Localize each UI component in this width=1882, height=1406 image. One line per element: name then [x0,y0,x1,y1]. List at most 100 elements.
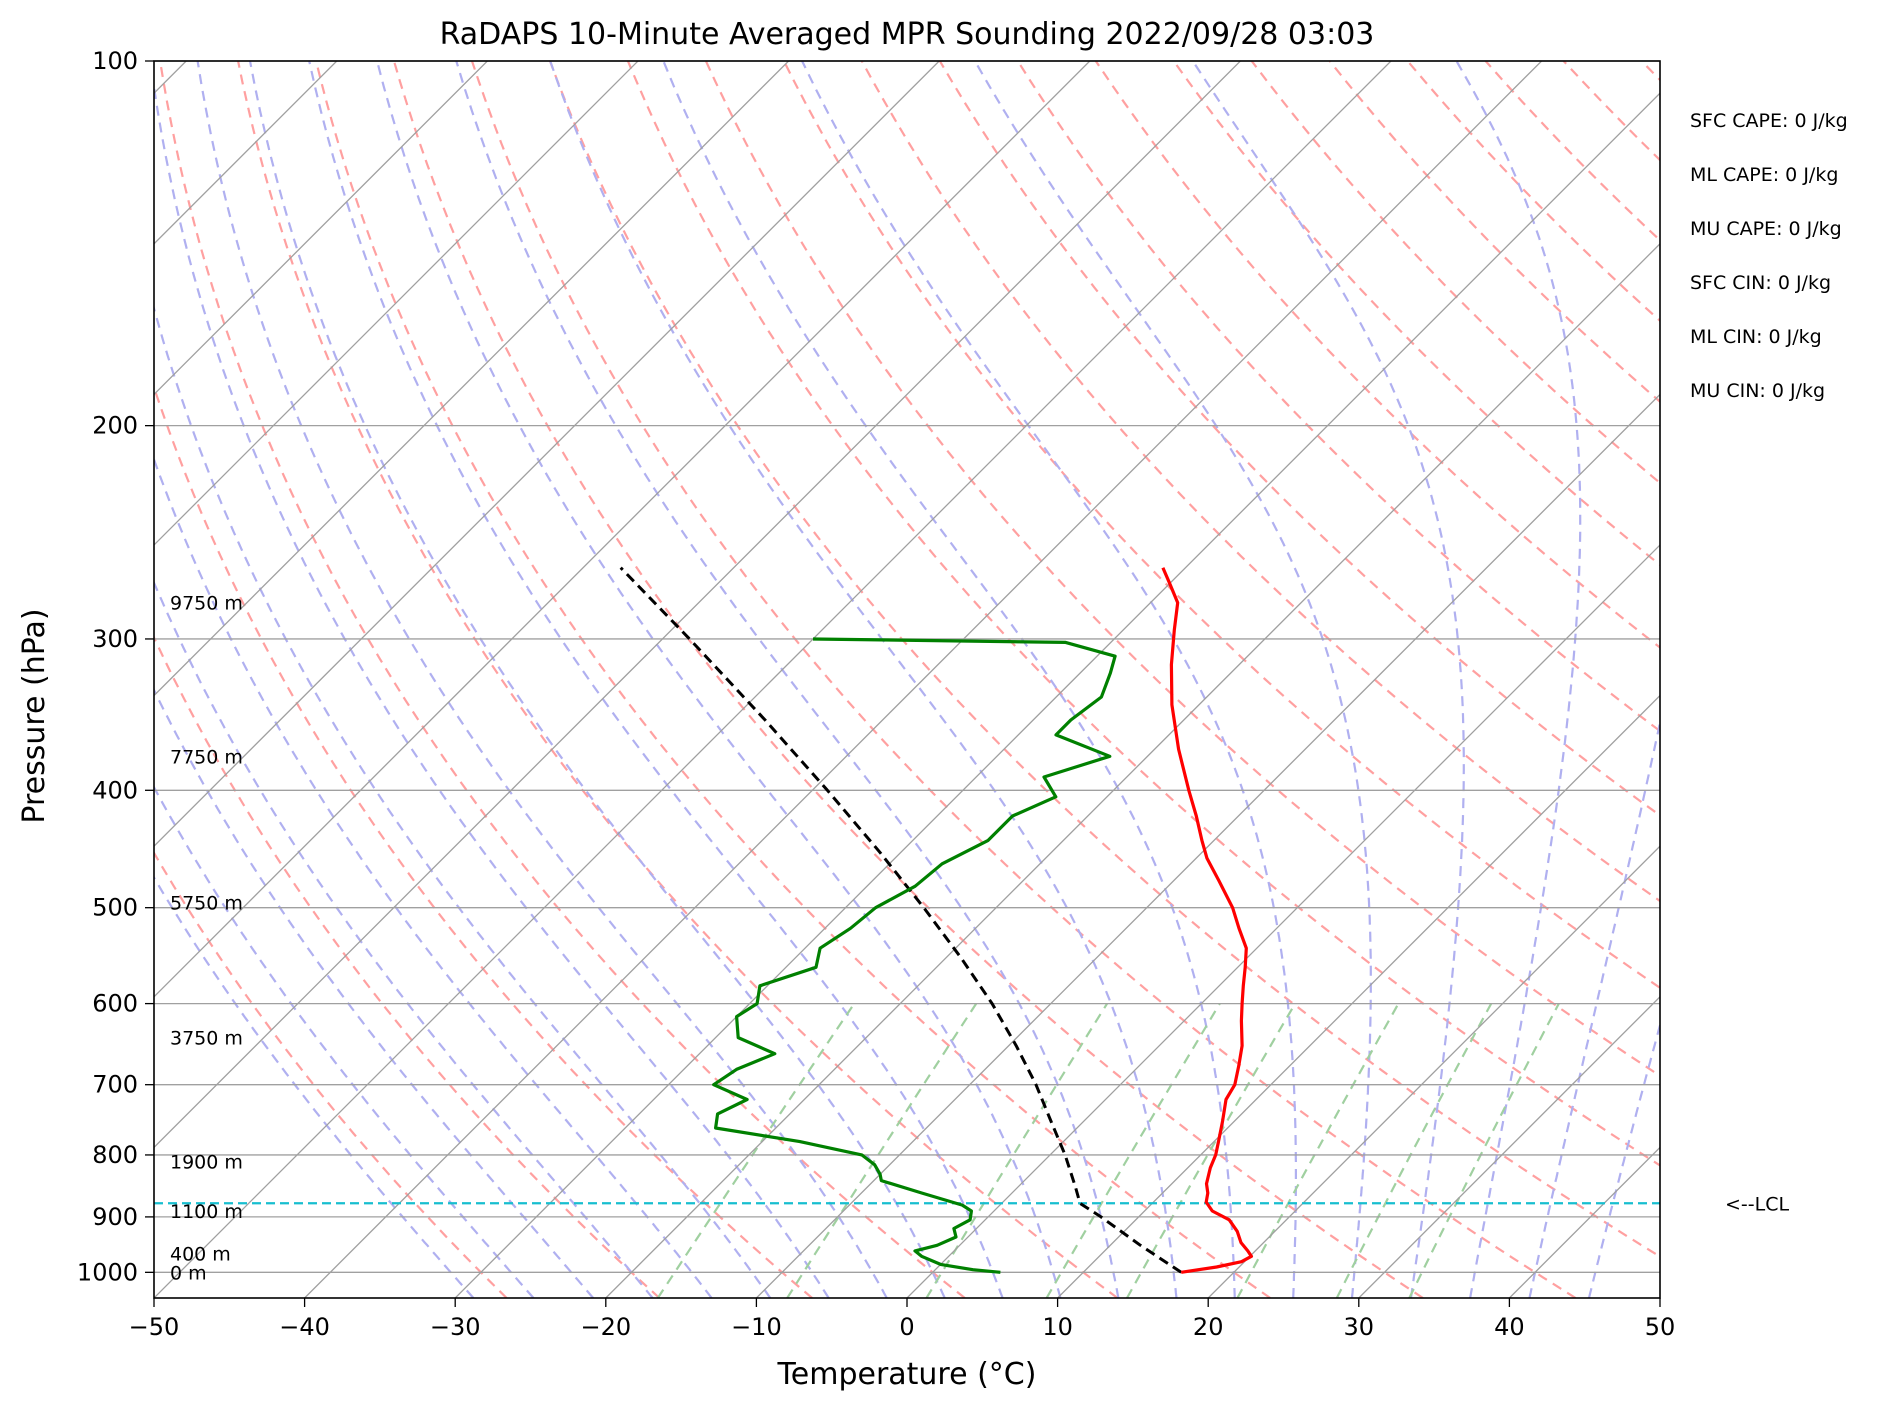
y-tick-label: 800 [92,1141,138,1169]
moist-adiabat [154,875,475,1298]
moist-adiabat [248,61,946,1298]
x-axis-label: Temperature (°C) [777,1357,1037,1392]
moist-adiabat [1528,717,1660,1298]
moist-adiabat [1455,61,1582,1298]
chart-title: RaDAPS 10-Minute Averaged MPR Sounding 2… [440,17,1375,52]
x-tick-label: −30 [430,1313,481,1341]
dry-adiabat [1016,61,1660,733]
moist-adiabat [154,580,654,1298]
pressure-gridlines [154,60,1660,1273]
mixing-ratio-line [656,1002,856,1298]
dry-adiabat [1406,61,1660,323]
dry-adiabat [860,61,1660,903]
dry-adiabat [237,61,1119,1298]
isotherm [1057,694,1660,1298]
y-tick-label: 200 [92,412,138,440]
y-tick-label: 500 [92,894,138,922]
height-label: 1900 m [170,1151,243,1173]
isotherm [755,393,1660,1298]
moist-adiabat [662,61,1236,1298]
dry-adiabat [938,61,1660,817]
moist-adiabat [801,61,1297,1298]
x-tick-label: 20 [1193,1313,1224,1341]
moist-adiabat [549,61,1178,1298]
dry-adiabat [704,61,1660,1078]
lcl-label: <--LCL [1725,1193,1789,1215]
dry-adiabat [626,61,1660,1167]
dry-adiabat [159,61,966,1298]
x-tick-label: −50 [129,1313,180,1341]
isotherm [154,61,1241,1149]
height-label: 0 m [170,1262,207,1284]
isotherm [1508,1146,1660,1298]
height-label: 9750 m [170,593,243,615]
dry-adiabat [1328,61,1660,404]
dry-adiabat [1720,61,1882,1298]
moist-adiabat [154,456,713,1298]
moist-adiabat [376,61,1062,1298]
isotherm [1207,845,1660,1298]
x-tick-label: 0 [899,1313,914,1341]
moist-adiabat [154,304,772,1298]
isotherm [454,92,1660,1298]
moist-adiabat [154,687,595,1298]
isotherm [154,61,639,546]
dry-adiabat [1798,61,1882,1298]
isotherm [605,242,1660,1298]
sfc-cape-stat: SFC CAPE: 0 J/kg [1690,110,1848,132]
ml-cin-stat: ML CIN: 0 J/kg [1690,326,1822,348]
dry-adiabat [154,850,508,1298]
dry-adiabat [1562,61,1660,162]
mu-cin-stat: MU CIN: 0 J/kg [1690,380,1826,402]
y-tick-label: 600 [92,990,138,1018]
dry-adiabat [1640,61,1660,82]
isotherm [154,61,790,697]
dry-adiabat [154,635,661,1298]
y-tick-label: 100 [92,47,138,75]
dry-adiabat [1876,61,1882,1298]
isotherm [154,61,1091,998]
moist-adiabat [1587,1021,1660,1298]
y-tick-label: 700 [92,1071,138,1099]
isotherm [154,61,488,396]
dry-adiabat [1250,61,1660,485]
moist-adiabat [154,79,830,1298]
height-label: 7750 m [170,746,243,768]
mixing-ratio-line [1045,1003,1221,1298]
dry-adiabat [548,61,1660,1258]
temperature-line [1161,567,1253,1274]
x-tick-label: 50 [1645,1313,1676,1341]
dry-adiabat [470,61,1577,1298]
height-label: 1100 m [170,1201,243,1223]
x-tick-label: −20 [580,1313,631,1341]
x-tick-label: −10 [731,1313,782,1341]
x-tick-label: 10 [1042,1313,1073,1341]
isotherm [304,61,1543,1298]
dewpoint-line [712,637,1117,1274]
dry-adiabat [154,383,813,1298]
mixing-ratio-line [1126,1003,1297,1298]
moist-adiabat [455,61,1120,1298]
moist-adiabat [1191,61,1465,1298]
y-axis-label: Pressure (hPa) [17,608,52,823]
mixing-ratio-line [786,1002,978,1298]
parcel-path-line [619,566,1183,1274]
moist-adiabat [154,785,535,1298]
background-lines [154,61,1882,1298]
height-label: 3750 m [170,1028,243,1050]
isotherm [1659,1297,1660,1298]
moist-adiabat [308,61,1004,1298]
y-tick-label: 1000 [77,1258,138,1286]
mixing-ratio-line [1236,1003,1400,1298]
sfc-cin-stat: SFC CIN: 0 J/kg [1690,272,1832,294]
isotherm [906,544,1660,1298]
profile-lines [154,566,1660,1274]
moist-adiabat [196,61,888,1298]
x-tick-label: 30 [1344,1313,1375,1341]
isotherm [154,61,1392,1298]
mixing-ratio-line [1335,1003,1493,1298]
dry-adiabat [782,61,1660,990]
x-tick-label: 40 [1494,1313,1525,1341]
